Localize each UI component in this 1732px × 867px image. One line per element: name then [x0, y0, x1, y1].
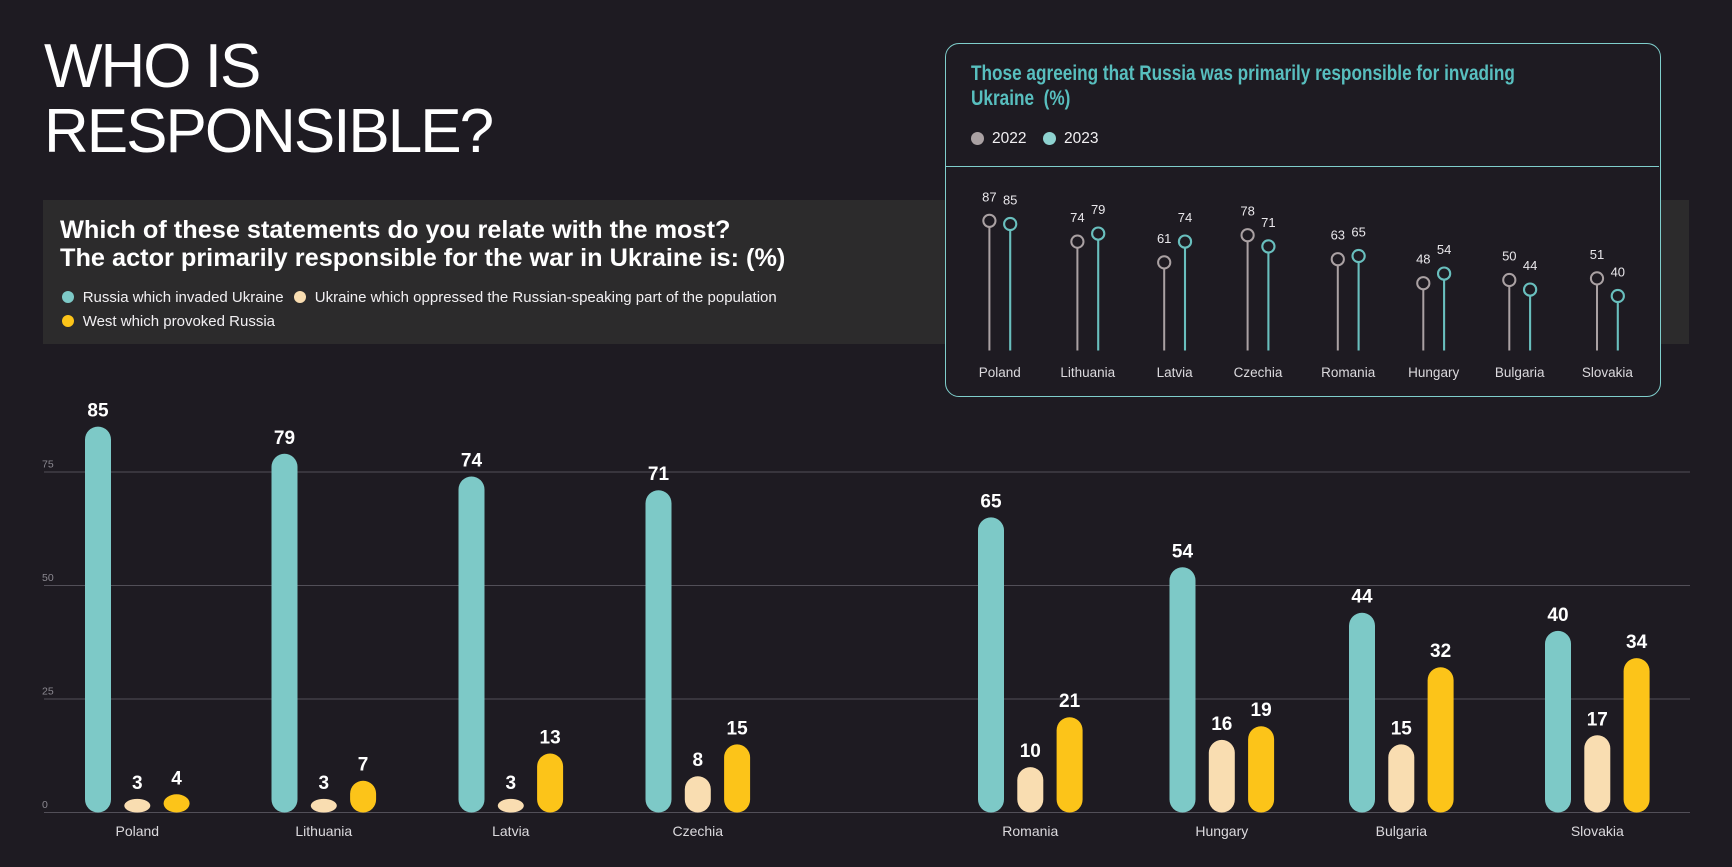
- svg-text:51: 51: [1590, 247, 1604, 262]
- svg-text:79: 79: [1091, 202, 1105, 217]
- svg-text:44: 44: [1523, 258, 1537, 273]
- svg-text:25: 25: [42, 686, 54, 698]
- svg-text:48: 48: [1416, 252, 1430, 267]
- svg-text:17: 17: [1587, 709, 1608, 730]
- svg-text:13: 13: [540, 728, 561, 749]
- svg-text:50: 50: [42, 572, 54, 584]
- svg-text:10: 10: [1020, 741, 1041, 762]
- svg-text:44: 44: [1351, 587, 1373, 608]
- svg-text:Hungary: Hungary: [1408, 365, 1459, 380]
- svg-text:71: 71: [1261, 215, 1275, 230]
- svg-text:87: 87: [982, 189, 996, 204]
- svg-text:21: 21: [1059, 691, 1081, 712]
- svg-text:71: 71: [648, 464, 670, 485]
- svg-text:34: 34: [1626, 632, 1648, 653]
- svg-text:Czechia: Czechia: [1234, 365, 1283, 380]
- svg-text:4: 4: [171, 768, 182, 789]
- svg-text:Bulgaria: Bulgaria: [1495, 365, 1545, 380]
- svg-text:Latvia: Latvia: [492, 823, 530, 839]
- svg-text:Slovakia: Slovakia: [1571, 823, 1624, 839]
- svg-text:15: 15: [1391, 718, 1413, 739]
- svg-text:85: 85: [1003, 193, 1017, 208]
- svg-text:15: 15: [727, 718, 749, 739]
- svg-text:40: 40: [1547, 605, 1568, 626]
- svg-text:74: 74: [461, 451, 483, 472]
- svg-text:54: 54: [1437, 242, 1451, 257]
- svg-text:Poland: Poland: [979, 365, 1021, 380]
- svg-text:61: 61: [1157, 231, 1171, 246]
- svg-text:79: 79: [274, 428, 295, 449]
- svg-text:7: 7: [358, 755, 369, 776]
- svg-text:0: 0: [42, 799, 48, 811]
- svg-text:75: 75: [42, 459, 54, 471]
- svg-text:63: 63: [1331, 228, 1345, 243]
- svg-text:3: 3: [506, 773, 517, 794]
- svg-text:Lithuania: Lithuania: [295, 823, 352, 839]
- svg-text:32: 32: [1430, 641, 1451, 662]
- svg-text:3: 3: [132, 773, 143, 794]
- svg-text:8: 8: [693, 750, 704, 771]
- svg-text:65: 65: [1351, 225, 1365, 240]
- svg-text:74: 74: [1178, 210, 1192, 225]
- svg-text:65: 65: [980, 491, 1002, 512]
- svg-text:Czechia: Czechia: [673, 823, 724, 839]
- svg-text:40: 40: [1611, 265, 1625, 280]
- svg-text:Bulgaria: Bulgaria: [1376, 823, 1428, 839]
- svg-text:Romania: Romania: [1321, 365, 1376, 380]
- svg-text:Poland: Poland: [116, 823, 160, 839]
- svg-text:54: 54: [1172, 541, 1194, 562]
- svg-text:78: 78: [1240, 204, 1254, 219]
- svg-text:Romania: Romania: [1002, 823, 1058, 839]
- svg-text:Lithuania: Lithuania: [1060, 365, 1115, 380]
- svg-text:3: 3: [319, 773, 330, 794]
- svg-text:85: 85: [87, 401, 109, 422]
- svg-text:74: 74: [1070, 210, 1084, 225]
- svg-text:Latvia: Latvia: [1157, 365, 1194, 380]
- svg-text:16: 16: [1211, 714, 1232, 735]
- svg-text:Slovakia: Slovakia: [1582, 365, 1634, 380]
- svg-text:50: 50: [1502, 249, 1516, 264]
- svg-text:Hungary: Hungary: [1195, 823, 1248, 839]
- svg-text:19: 19: [1251, 700, 1272, 721]
